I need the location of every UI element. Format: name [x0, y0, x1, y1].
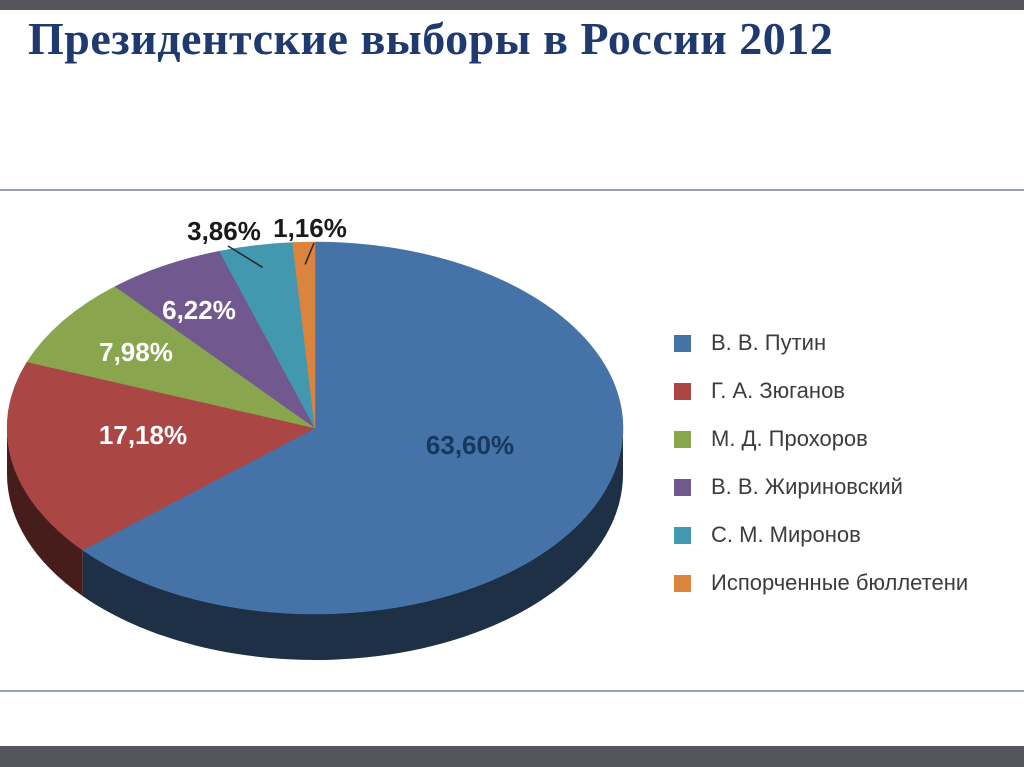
pie-slice — [6, 361, 316, 551]
label-leader-line — [304, 242, 315, 265]
legend-swatch — [674, 526, 691, 544]
pie-slice-label: 17,18% — [99, 420, 187, 450]
pie-slice — [292, 241, 316, 429]
legend-label: В. В. Жириновский — [711, 474, 903, 499]
legend-label: Испорченные бюллетени — [711, 570, 969, 595]
legend-label: С. М. Миронов — [711, 522, 861, 547]
pie-slice — [82, 241, 624, 615]
label-leader-line — [227, 245, 264, 269]
legend-item: Испорченные бюллетени — [674, 559, 968, 607]
pie-slice — [26, 286, 316, 429]
pie-slice-label: 3,86% — [187, 216, 261, 246]
legend-swatch — [674, 430, 691, 448]
pie-slice-side — [82, 428, 624, 660]
chart-area: 63,60% 17,18% 7,98% 6,22% 3,86% 1,16% В. В. П… — [0, 191, 1024, 690]
bottom-bar — [0, 746, 1024, 767]
legend-item: В. В. Путин — [674, 319, 968, 367]
divider-line — [0, 189, 1024, 191]
pie-chart: 63,60% 17,18% 7,98% 6,22% 3,86% 1,16% — [6, 213, 624, 660]
pie-slice — [114, 250, 316, 429]
legend-swatch — [674, 574, 691, 592]
legend-swatch — [674, 382, 691, 400]
pie-slice-label: 6,22% — [162, 295, 236, 325]
legend-swatch — [674, 478, 691, 496]
legend-item: М. Д. Прохоров — [674, 415, 968, 463]
legend: В. В. Путин Г. А. Зюганов М. Д. Прохоров В.… — [674, 319, 968, 607]
legend-item: Г. А. Зюганов — [674, 367, 968, 415]
legend-item: В. В. Жириновский — [674, 463, 968, 511]
slide-title: Президентские выборы в России 2012 — [28, 13, 834, 64]
pie-slice-label: 63,60% — [426, 430, 514, 460]
pie-slice-label: 1,16% — [273, 213, 347, 243]
legend-label: М. Д. Прохоров — [711, 426, 868, 451]
legend-item: С. М. Миронов — [674, 511, 968, 559]
legend-swatch — [674, 334, 691, 352]
divider-line — [0, 690, 1024, 692]
legend-label: В. В. Путин — [711, 330, 827, 355]
legend-label: Г. А. Зюганов — [711, 378, 845, 403]
top-bar — [0, 0, 1024, 10]
pie-slice-side — [6, 428, 83, 597]
pie-slice-label: 7,98% — [99, 337, 173, 367]
